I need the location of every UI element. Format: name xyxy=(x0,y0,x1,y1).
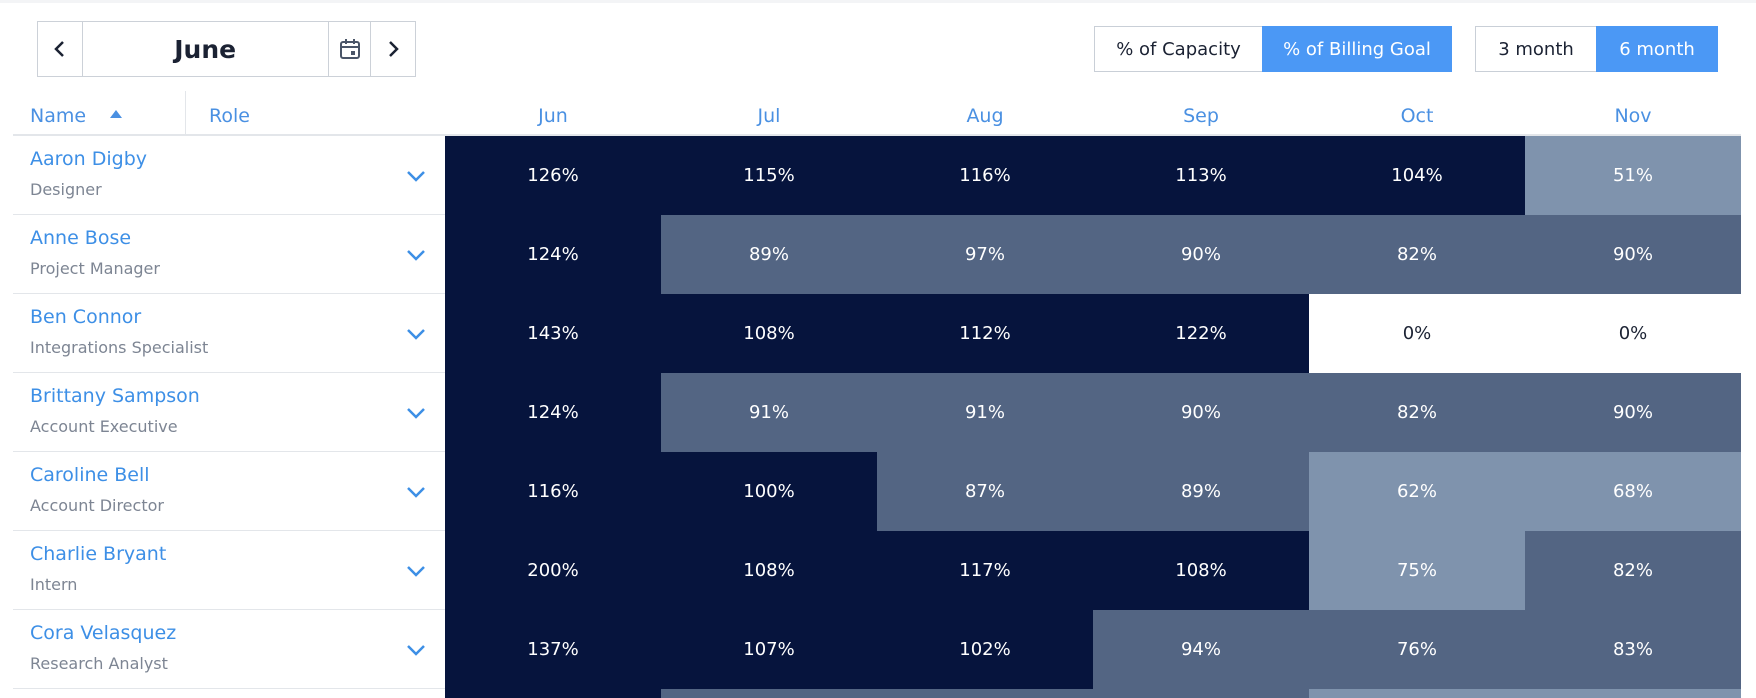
heat-cell: 0% xyxy=(1525,294,1741,373)
column-header[interactable]: Role xyxy=(209,105,250,127)
expand-chevron[interactable] xyxy=(405,563,427,577)
heat-cell: 91% xyxy=(661,373,877,452)
heat-cell: 82% xyxy=(1309,373,1525,452)
heat-cell: 75% xyxy=(1309,531,1525,610)
expand-chevron[interactable] xyxy=(405,642,427,656)
heat-cell: 83% xyxy=(1525,610,1741,689)
heat-cell: 89% xyxy=(661,215,877,294)
heat-cell: 90% xyxy=(1525,373,1741,452)
toggle-button[interactable]: % of Billing Goal xyxy=(1262,26,1452,72)
person-role: Account Executive xyxy=(30,417,178,436)
heat-cell: 87% xyxy=(877,452,1093,531)
column-header: Jul xyxy=(757,105,781,127)
heat-cell: 89% xyxy=(1093,452,1309,531)
person-name[interactable]: Aaron Digby xyxy=(30,148,148,170)
heat-cell: 116% xyxy=(877,136,1093,215)
row-divider xyxy=(13,688,445,689)
partial-cell xyxy=(877,689,1093,698)
header-line xyxy=(13,134,1741,136)
person-name[interactable]: Brittany Sampson xyxy=(30,385,200,407)
heat-cell: 115% xyxy=(661,136,877,215)
person-name[interactable]: Cora Velasquez xyxy=(30,622,177,644)
partial-cell xyxy=(1309,689,1525,698)
person-role: Integrations Specialist xyxy=(30,338,209,357)
person-name[interactable]: Charlie Bryant xyxy=(30,543,167,565)
partial-cell xyxy=(445,689,661,698)
heat-cell: 113% xyxy=(1093,136,1309,215)
column-divider xyxy=(185,91,186,135)
heat-cell: 124% xyxy=(445,215,661,294)
row-divider xyxy=(13,451,445,452)
expand-chevron[interactable] xyxy=(405,168,427,182)
person-name[interactable]: Caroline Bell xyxy=(30,464,150,486)
person-role: Intern xyxy=(30,575,78,594)
partial-cell xyxy=(1525,689,1741,698)
heat-cell: 112% xyxy=(877,294,1093,373)
heat-cell: 76% xyxy=(1309,610,1525,689)
heat-cell: 117% xyxy=(877,531,1093,610)
heat-cell: 108% xyxy=(661,531,877,610)
heat-cell: 116% xyxy=(445,452,661,531)
month-label[interactable]: June xyxy=(83,22,329,76)
heat-cell: 82% xyxy=(1525,531,1741,610)
heat-cell: 62% xyxy=(1309,452,1525,531)
date-picker: June xyxy=(37,21,416,77)
partial-cell xyxy=(661,689,877,698)
calendar-button[interactable] xyxy=(329,22,372,76)
row-divider xyxy=(13,530,445,531)
column-header: Jun xyxy=(538,105,568,127)
heat-cell: 122% xyxy=(1093,294,1309,373)
row-divider xyxy=(13,372,445,373)
heat-cell: 68% xyxy=(1525,452,1741,531)
row-divider xyxy=(13,293,445,294)
heat-cell: 82% xyxy=(1309,215,1525,294)
expand-chevron[interactable] xyxy=(405,326,427,340)
person-name[interactable]: Anne Bose xyxy=(30,227,132,249)
row-divider xyxy=(13,214,445,215)
heat-cell: 108% xyxy=(661,294,877,373)
heat-cell: 91% xyxy=(877,373,1093,452)
heat-cell: 90% xyxy=(1093,373,1309,452)
heat-cell: 143% xyxy=(445,294,661,373)
column-header: Oct xyxy=(1400,105,1434,127)
heat-cell: 90% xyxy=(1525,215,1741,294)
heat-cell: 100% xyxy=(661,452,877,531)
heat-cell: 104% xyxy=(1309,136,1525,215)
heat-cell: 0% xyxy=(1309,294,1525,373)
heat-cell: 124% xyxy=(445,373,661,452)
sort-arrow[interactable] xyxy=(109,107,123,119)
row-divider xyxy=(13,609,445,610)
expand-chevron[interactable] xyxy=(405,405,427,419)
heat-cell: 90% xyxy=(1093,215,1309,294)
person-role: Designer xyxy=(30,180,102,199)
heat-cell: 108% xyxy=(1093,531,1309,610)
heat-cell: 51% xyxy=(1525,136,1741,215)
expand-chevron[interactable] xyxy=(405,484,427,498)
person-role: Project Manager xyxy=(30,259,160,278)
heat-cell: 126% xyxy=(445,136,661,215)
column-header: Sep xyxy=(1183,105,1219,127)
column-header: Aug xyxy=(966,105,1004,127)
heat-cell: 94% xyxy=(1093,610,1309,689)
column-header[interactable]: Name xyxy=(30,105,87,127)
heat-cell: 102% xyxy=(877,610,1093,689)
period-button[interactable]: 3 month xyxy=(1475,26,1597,72)
prev-button[interactable] xyxy=(38,22,83,76)
period-button[interactable]: 6 month xyxy=(1596,26,1718,72)
heat-cell: 97% xyxy=(877,215,1093,294)
person-role: Account Director xyxy=(30,496,164,515)
next-button[interactable] xyxy=(371,22,415,76)
expand-chevron[interactable] xyxy=(405,247,427,261)
toggle-button[interactable]: % of Capacity xyxy=(1094,26,1263,72)
heat-cell: 107% xyxy=(661,610,877,689)
partial-cell xyxy=(1093,689,1309,698)
person-name[interactable]: Ben Connor xyxy=(30,306,142,328)
column-header: Nov xyxy=(1614,105,1652,127)
heat-cell: 137% xyxy=(445,610,661,689)
heat-cell: 200% xyxy=(445,531,661,610)
person-role: Research Analyst xyxy=(30,654,168,673)
